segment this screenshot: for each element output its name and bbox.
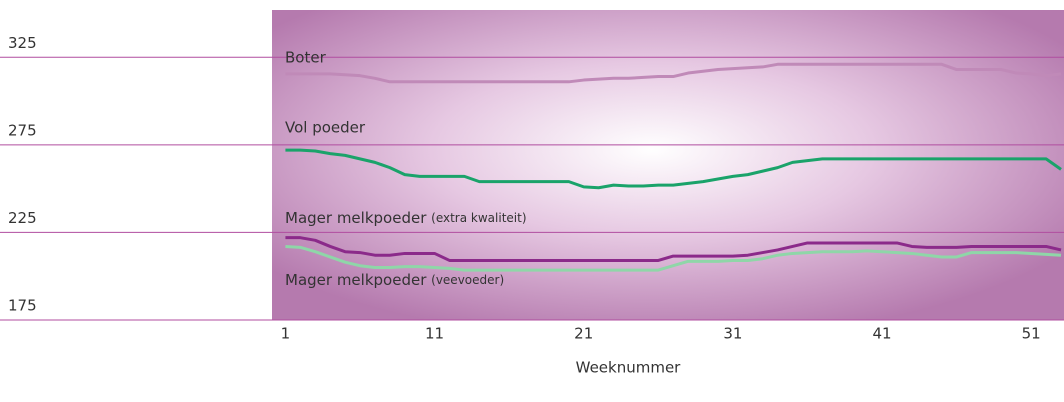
x-tick-label: 31 (723, 325, 742, 343)
y-tick-label: 275 (8, 121, 37, 139)
y-tick-label: 225 (8, 209, 37, 227)
x-tick-label: 11 (425, 325, 444, 343)
x-tick-label: 1 (281, 325, 291, 343)
series-line (285, 236, 1062, 262)
series-line (285, 244, 1062, 272)
x-tick-label: 41 (872, 325, 891, 343)
x-tick-label: 51 (1022, 325, 1041, 343)
series-label: Vol poeder (285, 119, 366, 137)
series-line (285, 62, 1062, 84)
series-line (285, 148, 1062, 190)
x-tick-label: 21 (574, 325, 593, 343)
x-axis-label: Weeknummer (576, 359, 682, 377)
series-label: Boter (285, 49, 327, 67)
series-label: Mager melkpoeder (veevoeder) (285, 271, 504, 289)
series-label: Mager melkpoeder (extra kwaliteit) (285, 209, 527, 227)
y-tick-label: 325 (8, 34, 37, 52)
y-tick-label: 175 (8, 297, 37, 315)
